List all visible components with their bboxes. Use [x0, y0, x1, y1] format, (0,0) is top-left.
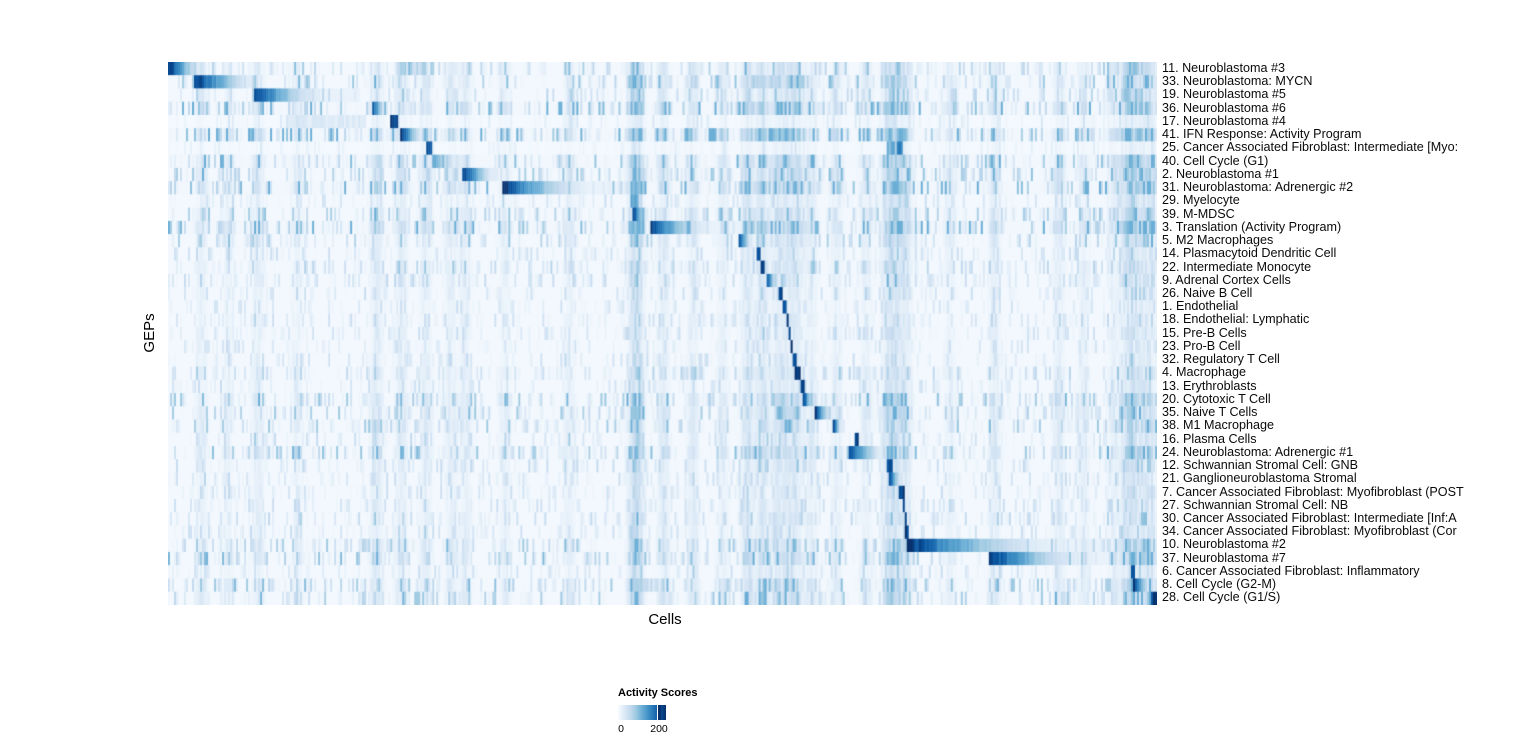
row-label: 35. Naive T Cells	[1162, 405, 1258, 420]
row-label: 14. Plasmacytoid Dendritic Cell	[1162, 246, 1337, 261]
y-axis-label: GEPs	[140, 313, 158, 353]
row-label: 25. Cancer Associated Fibroblast: Interm…	[1162, 140, 1459, 155]
row-label: 15. Pre-B Cells	[1162, 325, 1247, 340]
row-label: 31. Neuroblastoma: Adrenergic #2	[1162, 180, 1354, 195]
row-label: 41. IFN Response: Activity Program	[1162, 127, 1362, 142]
row-label: 4. Macrophage	[1162, 365, 1247, 380]
row-label: 20. Cytotoxic T Cell	[1162, 391, 1271, 406]
legend: Activity Scores 0 200	[618, 687, 778, 737]
row-label: 40. Cell Cycle (G1)	[1162, 153, 1269, 168]
row-label: 12. Schwannian Stromal Cell: GNB	[1162, 458, 1358, 473]
row-label: 9. Adrenal Cortex Cells	[1162, 272, 1291, 287]
row-label: 39. M-MDSC	[1162, 206, 1235, 221]
row-label: 29. Myelocyte	[1162, 193, 1240, 208]
row-label: 32. Regulatory T Cell	[1162, 352, 1280, 367]
row-label: 34. Cancer Associated Fibroblast: Myofib…	[1162, 524, 1457, 539]
row-label: 11. Neuroblastoma #3	[1162, 61, 1285, 75]
x-axis-label: Cells	[648, 611, 682, 628]
row-label: 3. Translation (Activity Program)	[1162, 219, 1342, 234]
row-label: 38. M1 Macrophage	[1162, 418, 1275, 433]
row-label: 27. Schwannian Stromal Cell: NB	[1162, 497, 1349, 512]
row-label: 21. Ganglioneuroblastoma Stromal	[1162, 471, 1357, 486]
row-label: 8. Cell Cycle (G2-M)	[1162, 577, 1277, 592]
row-label: 6. Cancer Associated Fibroblast: Inflamm…	[1162, 563, 1420, 578]
legend-tick-max-label: 200	[650, 723, 668, 735]
legend-tick-mark	[657, 705, 661, 720]
row-label: 37. Neuroblastoma #7	[1162, 550, 1286, 565]
row-labels: 11. Neuroblastoma #3 33. Neuroblastoma: M…	[1162, 61, 1540, 605]
row-label: 18. Endothelial: Lymphatic	[1162, 312, 1310, 327]
row-label: 33. Neuroblastoma: MYCN	[1162, 74, 1313, 89]
row-label: 1. Endothelial	[1162, 299, 1239, 314]
row-label: 17. Neuroblastoma #4	[1162, 113, 1286, 128]
legend-title: Activity Scores	[618, 687, 698, 699]
row-label: 23. Pro-B Cell	[1162, 338, 1241, 353]
heatmap-canvas	[168, 62, 1157, 605]
row-label: 36. Neuroblastoma #6	[1162, 100, 1286, 115]
row-label: 10. Neuroblastoma #2	[1162, 537, 1286, 552]
legend-colorbar	[618, 705, 666, 720]
row-label: 30. Cancer Associated Fibroblast: Interm…	[1162, 510, 1457, 525]
legend-tick-min-label: 0	[618, 723, 624, 735]
row-label: 24. Neuroblastoma: Adrenergic #1	[1162, 444, 1354, 459]
row-label: 7. Cancer Associated Fibroblast: Myofibr…	[1162, 484, 1464, 499]
row-label: 16. Plasma Cells	[1162, 431, 1257, 446]
row-label: 2. Neuroblastoma #1	[1162, 166, 1279, 181]
row-label: 26. Naive B Cell	[1162, 285, 1253, 300]
row-label: 22. Intermediate Monocyte	[1162, 259, 1312, 274]
legend-tick-labels: 0 200	[618, 723, 718, 737]
row-label: 19. Neuroblastoma #5	[1162, 87, 1286, 102]
row-label: 28. Cell Cycle (G1/S)	[1162, 590, 1281, 605]
row-label: 13. Erythroblasts	[1162, 378, 1257, 393]
row-label: 5. M2 Macrophages	[1162, 233, 1274, 248]
